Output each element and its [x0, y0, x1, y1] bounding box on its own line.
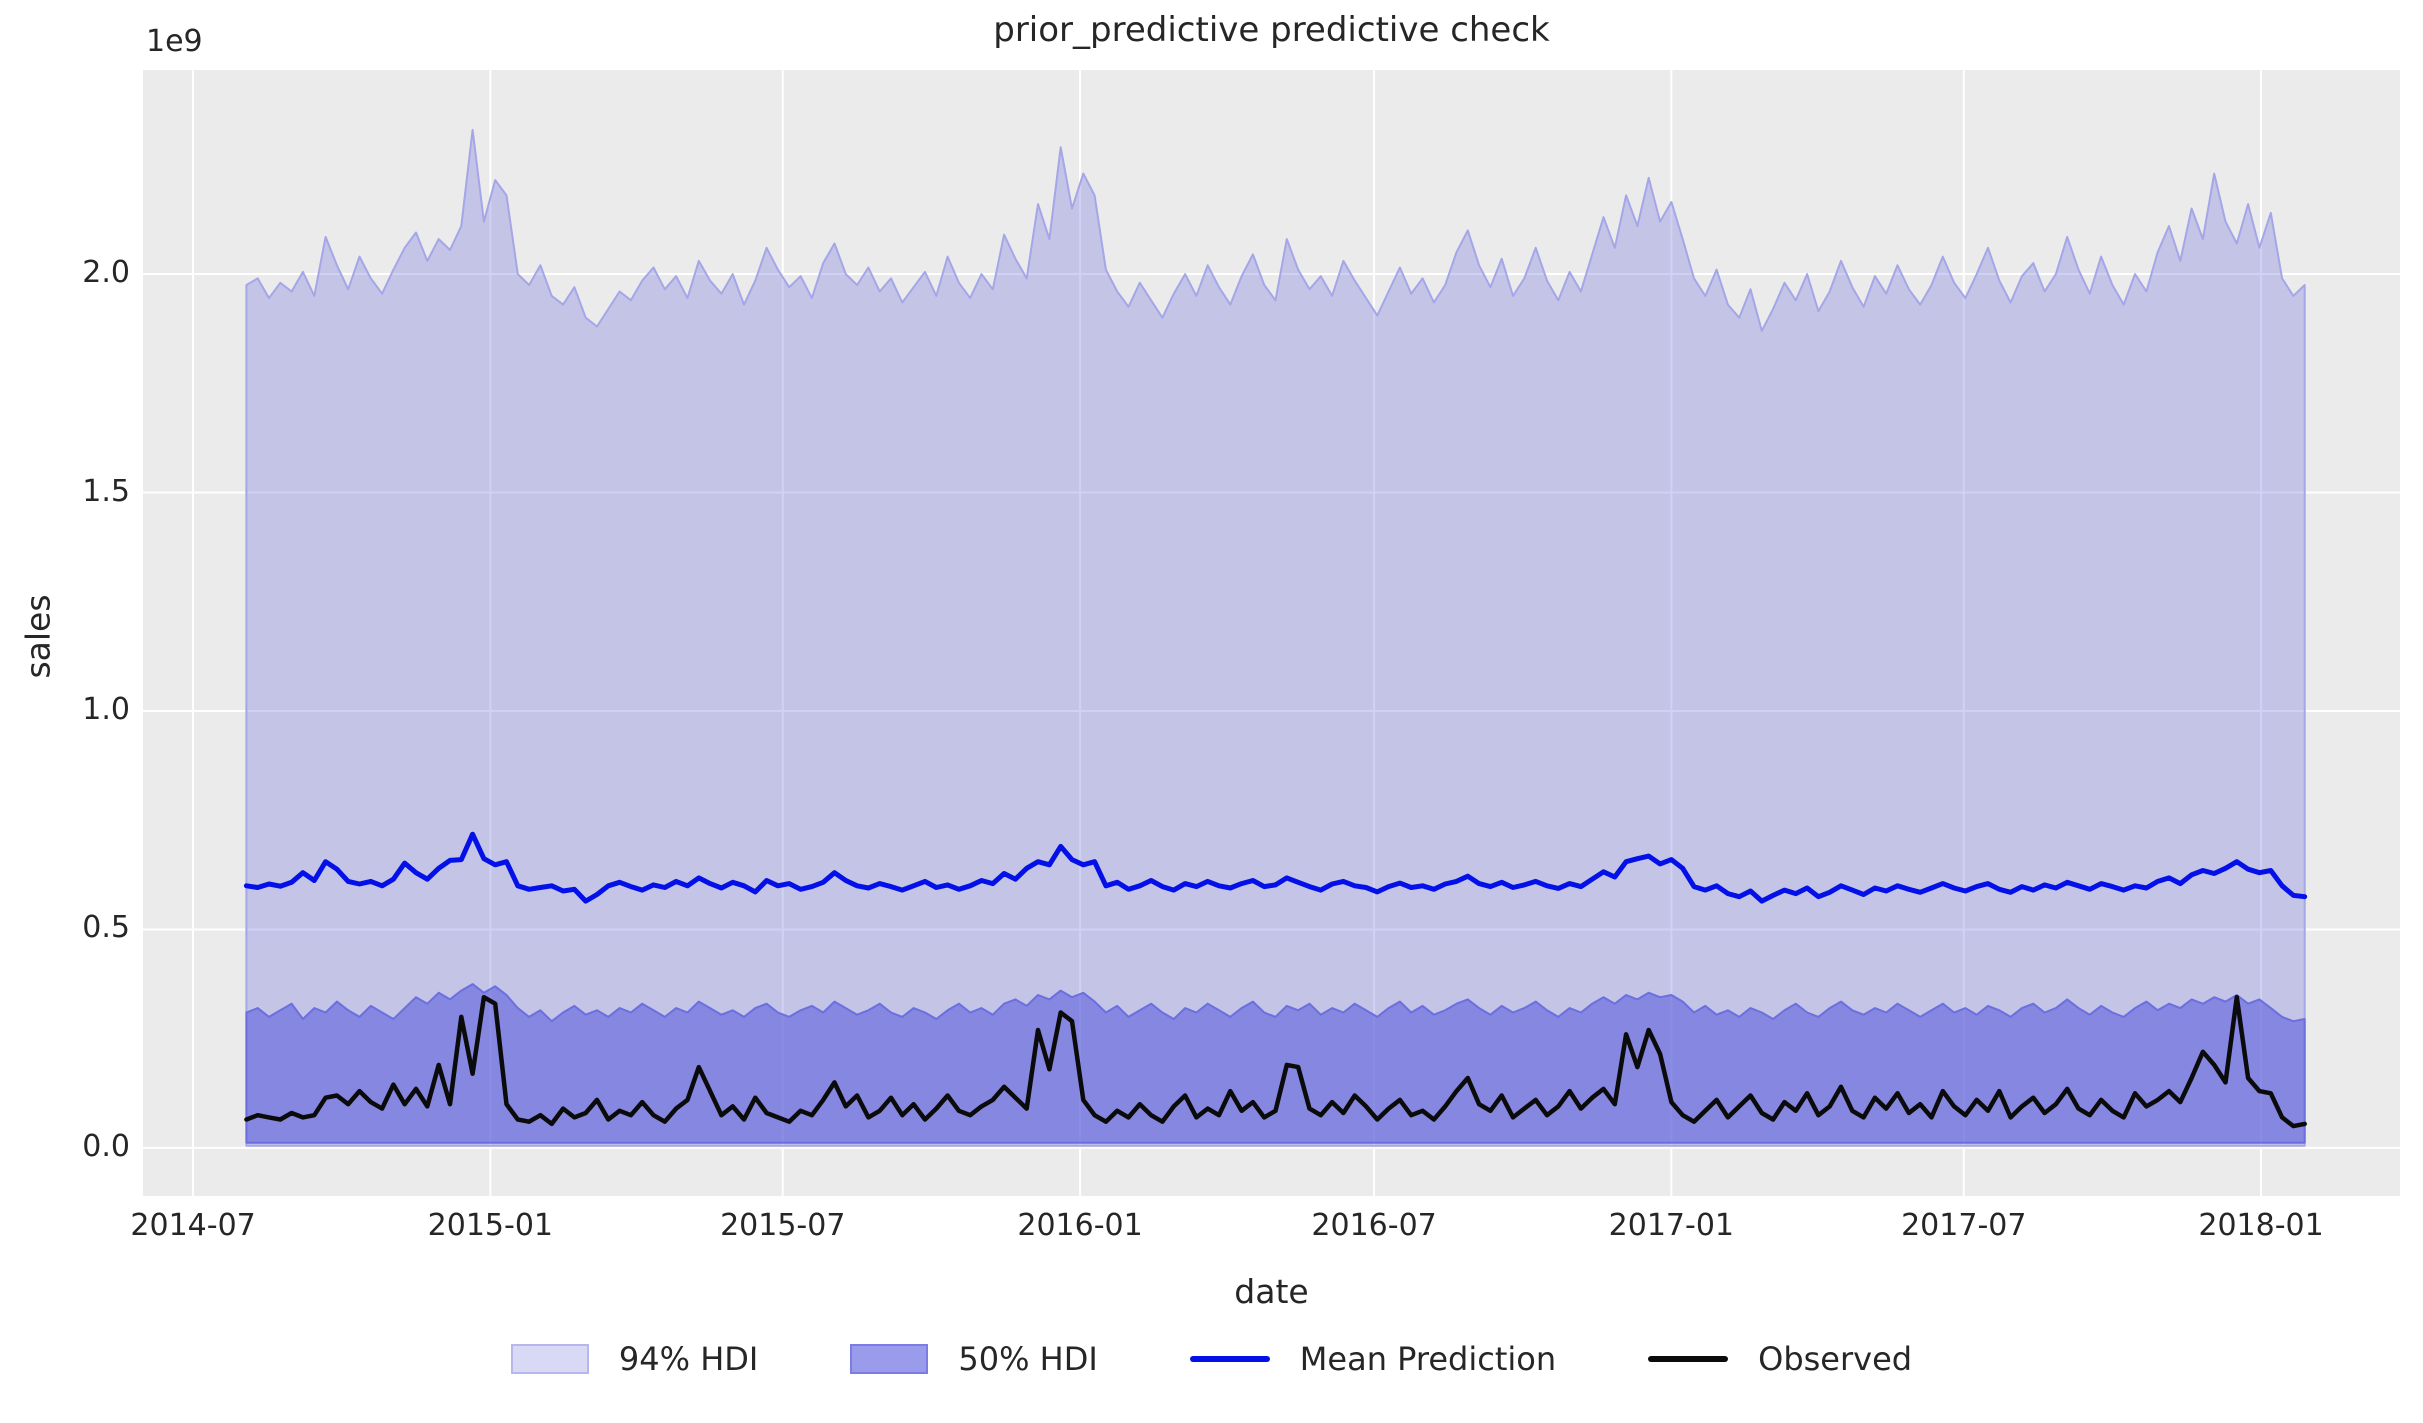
legend-label: 50% HDI — [958, 1340, 1098, 1378]
x-tick-label: 2017-07 — [1901, 1208, 2027, 1243]
observed-line — [244, 994, 2307, 1129]
legend-swatch-line — [1648, 1356, 1729, 1362]
y-tick-label: 0.0 — [82, 1128, 130, 1164]
legend-label: Mean Prediction — [1299, 1340, 1557, 1378]
legend-swatch-patch — [850, 1344, 929, 1374]
y-tick-label: 2.0 — [82, 255, 130, 291]
chart-title: prior_predictive predictive check — [993, 10, 1550, 50]
legend-item-mean-prediction: Mean Prediction — [1189, 1340, 1557, 1378]
mean-prediction-line — [243, 831, 2308, 904]
x-tick-label: 2015-01 — [427, 1208, 554, 1243]
legend-item-observed: Observed — [1648, 1340, 1912, 1378]
legend-item-50-hdi: 50% HDI — [850, 1340, 1098, 1378]
legend-swatch-patch — [510, 1344, 589, 1374]
x-tick-label: 2014-07 — [130, 1208, 256, 1243]
legend-label: 94% HDI — [618, 1340, 759, 1378]
y-axis-offset-label: 1e9 — [146, 24, 203, 59]
legend-swatch-line — [1189, 1356, 1270, 1362]
x-axis-label: date — [1234, 1272, 1309, 1311]
y-tick-label: 1.0 — [82, 691, 130, 727]
x-tick-label: 2016-01 — [1017, 1208, 1143, 1243]
legend-label: Observed — [1758, 1340, 1913, 1378]
x-tick-label: 2015-07 — [720, 1208, 846, 1243]
y-tick-label: 1.5 — [82, 473, 130, 509]
x-tick-label: 2018-01 — [2198, 1208, 2324, 1243]
y-tick-label: 0.5 — [82, 910, 130, 946]
x-tick-label: 2016-07 — [1311, 1208, 1437, 1243]
legend-item-94-hdi: 94% HDI — [510, 1340, 759, 1378]
legend: 94% HDI 50% HDI Mean Prediction Observed — [0, 1340, 2423, 1378]
x-tick-label: 2017-01 — [1608, 1208, 1735, 1243]
